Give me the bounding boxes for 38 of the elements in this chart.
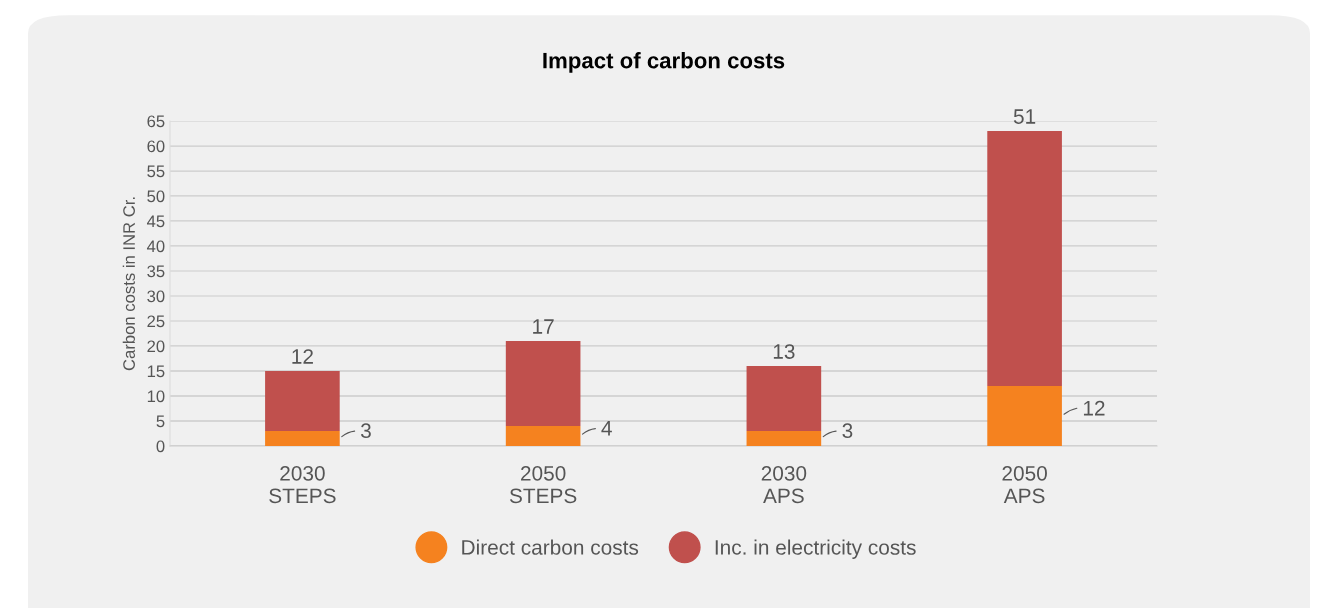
y-tick-label: 45 bbox=[146, 215, 165, 228]
x-tick-label: 2050 APS bbox=[1002, 465, 1047, 504]
data-label: 17 bbox=[533, 319, 554, 334]
y-tick-label: 35 bbox=[147, 265, 165, 278]
y-axis-title: Carbon costs in INR Cr. bbox=[122, 197, 135, 371]
y-tick-label: 40 bbox=[146, 240, 165, 253]
y-tick-label: 65 bbox=[147, 115, 165, 128]
bar bbox=[505, 341, 581, 426]
y-tick-label: 60 bbox=[147, 140, 165, 153]
data-label: 4 bbox=[601, 421, 612, 436]
y-tick-label: 25 bbox=[147, 315, 165, 328]
bar bbox=[265, 431, 340, 446]
bar bbox=[746, 431, 822, 446]
bar bbox=[746, 366, 822, 431]
data-label: 12 bbox=[1083, 400, 1105, 416]
data-label: 12 bbox=[292, 349, 313, 364]
y-tick-label: 30 bbox=[147, 290, 165, 303]
bar bbox=[987, 386, 1062, 446]
chart-title: Impact of carbon costs bbox=[543, 52, 785, 73]
bar bbox=[505, 426, 581, 446]
legend-label: Direct carbon costs bbox=[462, 539, 639, 555]
bar bbox=[265, 371, 340, 431]
y-tick-label: 20 bbox=[147, 340, 165, 353]
y-tick-label: 55 bbox=[147, 165, 165, 178]
data-label: 3 bbox=[360, 423, 371, 439]
y-tick-label: 15 bbox=[147, 365, 165, 378]
data-label: 51 bbox=[1013, 109, 1036, 124]
data-label: 13 bbox=[773, 344, 795, 359]
y-tick-label: 50 bbox=[147, 190, 165, 203]
legend-label: Inc. in electricity costs bbox=[715, 539, 916, 559]
x-tick-label: 2050 STEPS bbox=[509, 465, 577, 504]
x-tick-label: 2030 APS bbox=[761, 465, 807, 504]
bar bbox=[987, 131, 1062, 386]
y-tick-label: 5 bbox=[156, 415, 165, 428]
y-tick-label: 0 bbox=[156, 440, 165, 453]
data-label: 3 bbox=[842, 423, 853, 439]
y-tick-label: 10 bbox=[147, 390, 165, 403]
x-tick-label: 2030 STEPS bbox=[269, 465, 336, 504]
